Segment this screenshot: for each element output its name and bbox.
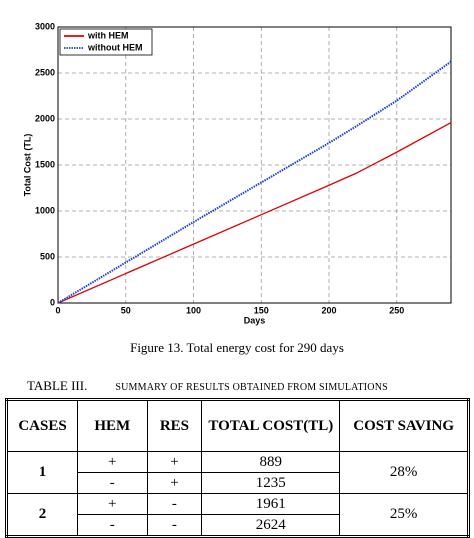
- table-cell: -: [77, 472, 148, 494]
- table-title: TABLE III. SUMMARY OF RESULTS OBTAINED FR…: [27, 378, 388, 394]
- table-label: TABLE III.: [27, 378, 88, 393]
- table-cell: -: [146, 493, 203, 515]
- table-cell: +: [77, 493, 148, 515]
- case-cell: 2: [5, 493, 79, 537]
- figure-caption: Figure 13. Total energy cost for 290 day…: [130, 340, 344, 355]
- header-cell: HEM: [77, 399, 148, 452]
- chart: 0 500 1000 1500 2000 2500 3000 0 50 100 150 200 250 D…: [22, 21, 452, 325]
- table-cell: 889: [201, 451, 341, 473]
- table-cell: -: [77, 514, 148, 537]
- header-cell: RES: [146, 399, 203, 452]
- table-row: 1 + +889 28%: [5, 451, 469, 494]
- legend-label: with HEM: [87, 30, 129, 40]
- y-tick-label: 2000: [35, 113, 55, 123]
- table-cell: +: [77, 451, 148, 473]
- saving-cell: 28%: [339, 451, 469, 494]
- table-cell: 1235: [201, 472, 341, 494]
- header-row: CASES HEM RES TOTAL COST(TL) COST SAVING: [5, 399, 469, 452]
- saving-cell: 25%: [339, 493, 469, 537]
- x-tick-label: 200: [322, 305, 337, 315]
- x-axis-label: Days: [244, 315, 266, 325]
- y-tick-label: 0: [50, 297, 55, 307]
- x-tick-label: 0: [55, 305, 60, 315]
- table-cell: 2624: [201, 514, 341, 537]
- x-tick-label: 150: [254, 305, 269, 315]
- y-tick-label: 2500: [35, 67, 55, 77]
- series-line: [57, 60, 452, 304]
- table-row: 2 + -1961 25%: [5, 493, 469, 537]
- legend-box: [59, 28, 153, 56]
- table-cell: -: [146, 514, 203, 537]
- header-cell: COST SAVING: [339, 399, 469, 452]
- y-tick-label: 500: [40, 251, 55, 261]
- y-tick-label: 3000: [35, 21, 55, 31]
- y-axis-label: Total Cost (TL): [22, 134, 32, 197]
- plot-frame: [57, 26, 452, 304]
- results-table: CASES HEM RES TOTAL COST(TL) COST SAVING 1 + +8…: [5, 398, 470, 538]
- y-tick-label: 1000: [35, 205, 55, 215]
- table-cell: 1961: [201, 493, 341, 515]
- legend-label: without HEM: [87, 42, 143, 52]
- y-tick-label: 1500: [35, 159, 55, 169]
- series-line: [57, 122, 452, 304]
- header-cell: CASES: [5, 399, 79, 452]
- header-cell: TOTAL COST(TL): [201, 399, 341, 452]
- case-cell: 1: [5, 451, 79, 494]
- table-cell: +: [146, 451, 203, 473]
- table-caption: SUMMARY OF RESULTS OBTAINED FROM SIMULAT…: [115, 382, 388, 393]
- x-tick-label: 100: [186, 305, 201, 315]
- x-tick-label: 50: [121, 305, 131, 315]
- table-cell: +: [146, 472, 203, 494]
- x-tick-label: 250: [389, 305, 404, 315]
